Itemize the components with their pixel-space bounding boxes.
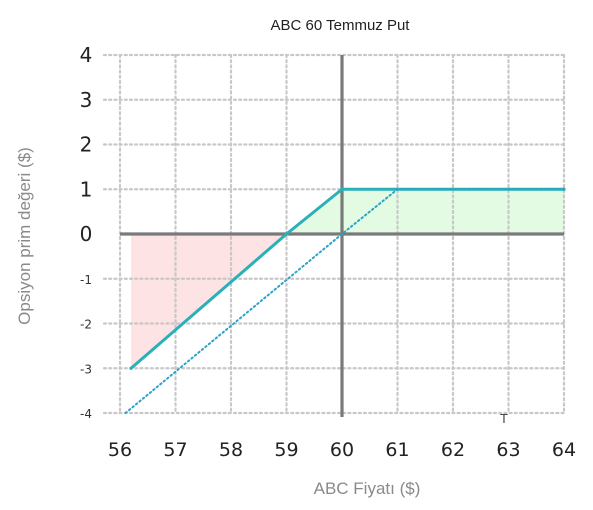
y-tick-label: -1: [80, 273, 92, 287]
x-tick-label: 57: [163, 439, 187, 461]
series-point: [340, 187, 344, 191]
y-tick-label: -3: [80, 362, 92, 376]
x-tick-labels: 56 57 58 59 60 61 62 63 64: [108, 439, 576, 461]
x-tick-label: 63: [496, 439, 520, 461]
annotation-t: T: [500, 411, 508, 426]
x-tick-label: 56: [108, 439, 132, 461]
x-tick-label: 59: [274, 439, 298, 461]
y-tick-labels: 4 3 2 1 0 -1 -2 -3 -4: [80, 43, 93, 421]
y-tick-label: 4: [80, 43, 93, 67]
y-tick-label: 1: [80, 177, 93, 201]
x-tick-label: 58: [219, 439, 243, 461]
y-axis-label: Opsiyon prim değeri ($): [15, 147, 34, 325]
y-tick-label: 0: [80, 222, 93, 246]
x-axis-label: ABC Fiyatı ($): [314, 479, 421, 498]
x-tick-label: 61: [385, 439, 409, 461]
x-tick-label: 60: [330, 439, 354, 461]
gain-region: [286, 189, 564, 234]
series-lines: [124, 187, 566, 414]
series-point: [284, 232, 289, 236]
y-tick-label: 2: [80, 133, 93, 157]
dotted-series-line: [124, 188, 565, 414]
chart-title: ABC 60 Temmuz Put: [271, 17, 411, 34]
x-tick-label: 62: [441, 439, 465, 461]
series-point: [129, 366, 133, 370]
y-tick-label: 3: [80, 88, 93, 112]
y-tick-label: -4: [80, 407, 92, 421]
solid-series-line: [129, 187, 566, 370]
y-tick-label: -2: [80, 318, 92, 332]
x-tick-label: 64: [552, 439, 576, 461]
